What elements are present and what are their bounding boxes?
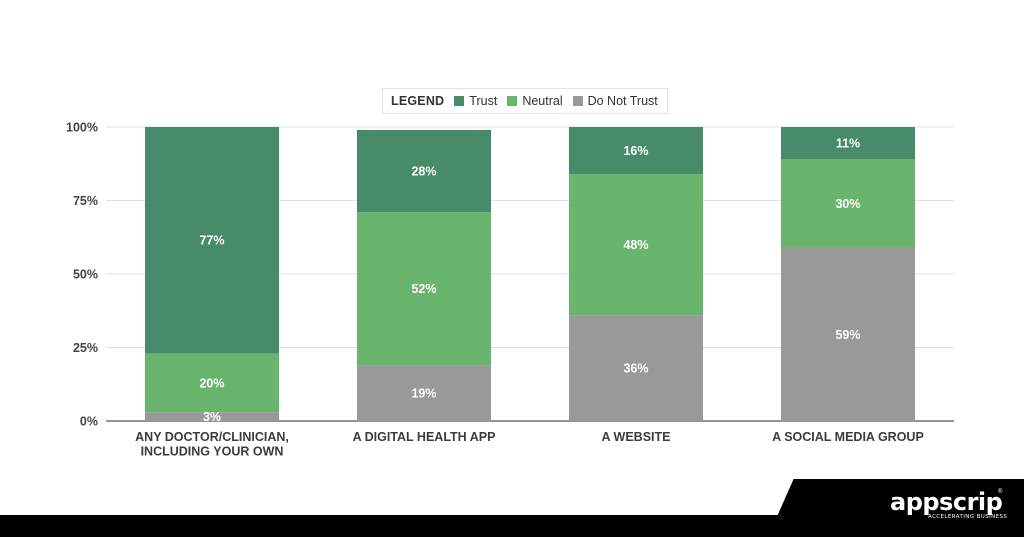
y-tick-label: 50% — [73, 268, 98, 282]
legend-entry-neutral: Neutral — [507, 94, 563, 108]
x-tick-label: A SOCIAL MEDIA GROUP — [772, 430, 924, 444]
legend-label-trust: Trust — [469, 94, 498, 108]
bar-segment — [357, 365, 491, 421]
data-label: 59% — [835, 328, 860, 342]
data-label: 11% — [836, 137, 860, 151]
x-tick-label: INCLUDING YOUR OWN — [141, 445, 284, 459]
legend-entry-trust: Trust — [454, 94, 497, 108]
y-tick-label: 0% — [80, 415, 98, 429]
legend-swatch-do-not-trust — [572, 96, 583, 106]
bar-segment — [569, 315, 703, 421]
x-tick-label: A WEBSITE — [602, 430, 671, 444]
y-axis: 0% 25% 50% 75% 100% — [66, 121, 98, 429]
data-label: 16% — [623, 144, 648, 158]
bar-segment — [357, 212, 491, 366]
data-label: 52% — [411, 282, 436, 296]
bar-segment — [569, 174, 703, 316]
legend-label-do-not-trust: Do Not Trust — [587, 94, 658, 108]
legend-label-neutral: Neutral — [522, 94, 563, 108]
appscrip-logo: appscrip — [890, 488, 1003, 516]
legend-entry-do-not-trust: Do Not Trust — [572, 94, 658, 108]
legend-swatch-trust — [454, 96, 465, 106]
data-label: 36% — [623, 362, 648, 376]
data-label: 3% — [203, 410, 221, 424]
bar-segment — [145, 412, 279, 421]
legend-title: LEGEND — [391, 94, 445, 108]
y-tick-label: 25% — [73, 341, 98, 355]
y-tick-label: 75% — [73, 194, 98, 208]
footer-logo-tab — [768, 479, 1024, 537]
bar-segment — [781, 159, 915, 248]
data-label: 19% — [411, 387, 436, 401]
data-label: 77% — [199, 234, 224, 248]
x-tick-label: A DIGITAL HEALTH APP — [353, 430, 496, 444]
chart-bars: 3% 20% 77% 19% 52% 28% 36% 48% 16% 59% 30% 11% — [145, 127, 915, 424]
x-tick-label: ANY DOCTOR/CLINICIAN, — [135, 430, 289, 444]
bar-segment — [781, 127, 915, 160]
logo-tagline: ACCELERATING BUSINESS — [928, 514, 1008, 520]
bar-segment — [145, 353, 279, 413]
bar-segment — [357, 129, 491, 213]
x-axis: ANY DOCTOR/CLINICIAN,INCLUDING YOUR OWN A… — [135, 430, 924, 459]
data-label: 30% — [835, 197, 860, 211]
bar-segment — [145, 127, 279, 354]
data-label: 28% — [411, 165, 436, 179]
chart-legend: LEGEND Trust Neutral Do Not Trust — [382, 88, 668, 114]
data-label: 20% — [199, 376, 224, 390]
legend-swatch-neutral — [507, 96, 518, 106]
y-tick-label: 100% — [66, 121, 98, 135]
registered-mark: ® — [998, 489, 1003, 495]
bar-segment — [781, 247, 915, 421]
bar-segment — [569, 127, 703, 175]
footer-band — [0, 515, 1024, 537]
data-label: 48% — [623, 238, 648, 252]
